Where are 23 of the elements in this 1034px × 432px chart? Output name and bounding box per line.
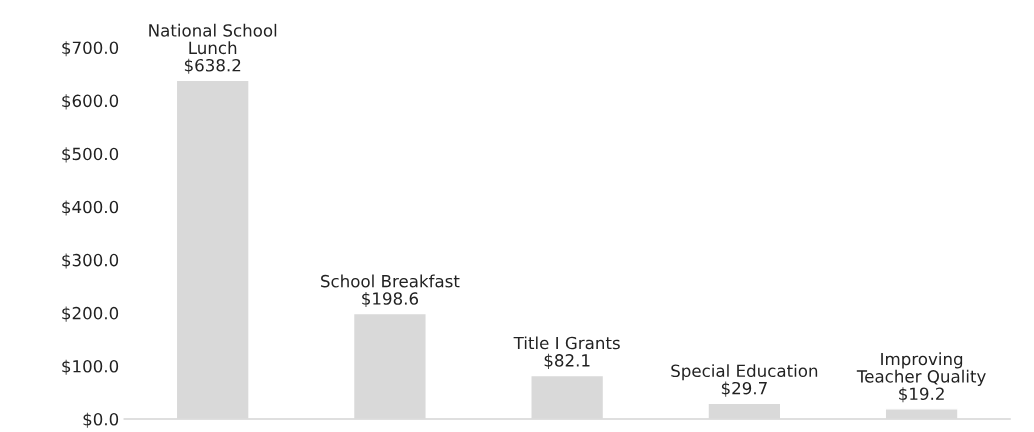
y-tick-label: $600.0	[62, 94, 119, 110]
y-tick-label: $100.0	[62, 359, 119, 375]
y-tick-label: $400.0	[62, 200, 119, 216]
data-label: $82.1	[544, 353, 590, 369]
y-tick-label: $200.0	[62, 306, 119, 322]
y-tick-label: $700.0	[62, 41, 119, 57]
y-tick-label: $500.0	[62, 147, 119, 163]
x-tick-label: School Breakfast	[321, 274, 460, 288]
y-tick-label: $0.0	[83, 412, 119, 428]
data-label: $29.7	[721, 381, 767, 397]
x-tick-label: Title I Grants	[513, 336, 620, 350]
data-label: $638.2	[184, 58, 241, 74]
bar	[707, 402, 782, 420]
x-tick-label: National School Lunch	[149, 23, 277, 55]
bar	[884, 408, 959, 420]
bar	[175, 79, 250, 420]
x-tick-label: Special Education	[671, 364, 818, 381]
data-label: $198.6	[362, 291, 419, 308]
y-tick-label: $300.0	[62, 253, 119, 269]
x-tick-label: Improving Teacher Quality	[856, 352, 986, 386]
bar	[352, 312, 427, 420]
data-label: $19.2	[899, 387, 944, 403]
bar	[530, 374, 605, 420]
